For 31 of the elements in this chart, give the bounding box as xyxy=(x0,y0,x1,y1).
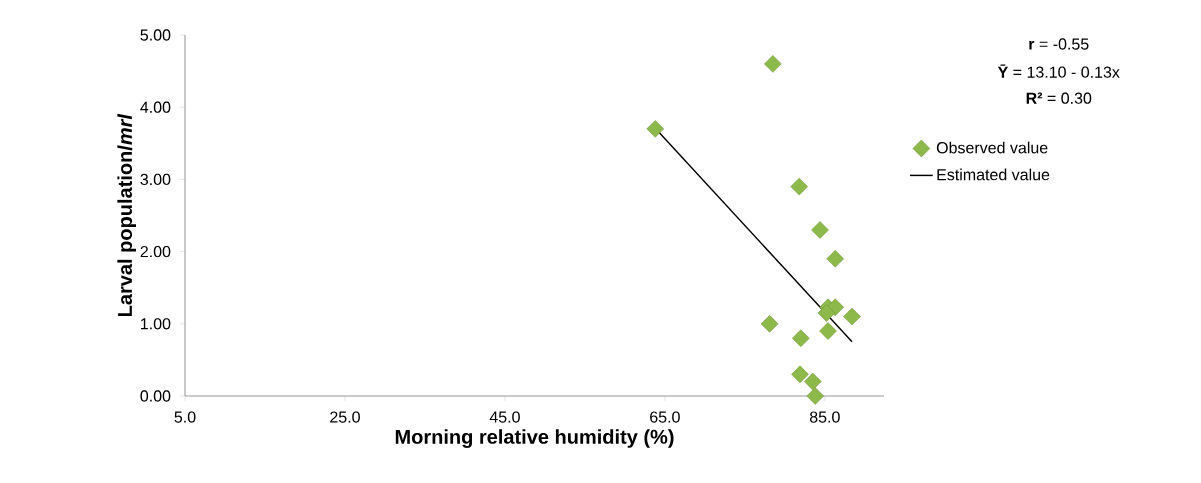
point xyxy=(646,120,665,138)
y-tick-label: 3.00 xyxy=(140,173,171,186)
point xyxy=(790,177,808,196)
point xyxy=(843,307,861,326)
point xyxy=(811,221,829,239)
legend-label: Estimated value xyxy=(937,168,1050,181)
y-tick-label: 0.00 xyxy=(140,390,171,402)
point xyxy=(817,304,836,322)
point xyxy=(791,365,809,384)
point xyxy=(826,250,844,268)
x-tick-label: 5.0 xyxy=(174,411,196,423)
point xyxy=(819,322,837,340)
text: Ȳ = 13.10 - 0.13x xyxy=(997,64,1120,78)
point xyxy=(806,387,824,405)
y-axis-title: Larval population/mrl xyxy=(117,113,136,317)
point xyxy=(792,329,810,347)
x-axis-title: Morning relative humidity (%) xyxy=(395,429,674,448)
point xyxy=(760,315,779,333)
point xyxy=(764,55,782,73)
text: R² = 0.30 xyxy=(1026,92,1092,104)
x-tick-label: 85.0 xyxy=(809,411,840,423)
legend-label: Observed value xyxy=(936,141,1048,154)
y-tick-label: 1.00 xyxy=(141,318,171,330)
y-tick-label: 4.00 xyxy=(140,101,171,113)
point xyxy=(804,372,822,391)
text: r = -0.55 xyxy=(1029,38,1089,50)
y-tick-label: 2.00 xyxy=(140,245,171,258)
x-tick-label: 45.0 xyxy=(489,411,520,423)
y-tick-label: 5.00 xyxy=(140,29,171,41)
x-tick-label: 25.0 xyxy=(330,411,360,423)
x-tick-label: 65.0 xyxy=(650,411,680,423)
